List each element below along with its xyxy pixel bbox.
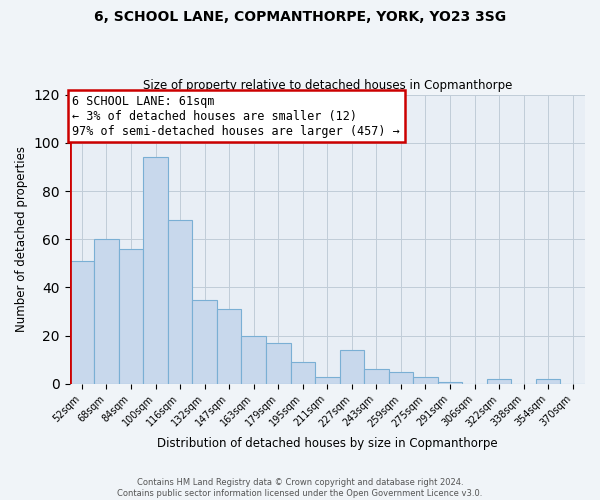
Bar xyxy=(389,372,413,384)
Bar xyxy=(340,350,364,384)
Bar xyxy=(266,343,290,384)
Bar xyxy=(193,300,217,384)
Bar xyxy=(143,158,168,384)
Bar xyxy=(241,336,266,384)
Bar xyxy=(364,370,389,384)
Bar xyxy=(487,379,511,384)
X-axis label: Distribution of detached houses by size in Copmanthorpe: Distribution of detached houses by size … xyxy=(157,437,497,450)
Text: Contains HM Land Registry data © Crown copyright and database right 2024.
Contai: Contains HM Land Registry data © Crown c… xyxy=(118,478,482,498)
Bar xyxy=(536,379,560,384)
Bar xyxy=(70,261,94,384)
Text: 6, SCHOOL LANE, COPMANTHORPE, YORK, YO23 3SG: 6, SCHOOL LANE, COPMANTHORPE, YORK, YO23… xyxy=(94,10,506,24)
Bar xyxy=(438,382,462,384)
Bar xyxy=(168,220,193,384)
Bar xyxy=(315,376,340,384)
Bar xyxy=(290,362,315,384)
Bar xyxy=(413,376,438,384)
Bar xyxy=(119,249,143,384)
Y-axis label: Number of detached properties: Number of detached properties xyxy=(15,146,28,332)
Text: 6 SCHOOL LANE: 61sqm
← 3% of detached houses are smaller (12)
97% of semi-detach: 6 SCHOOL LANE: 61sqm ← 3% of detached ho… xyxy=(72,94,400,138)
Bar xyxy=(94,239,119,384)
Bar xyxy=(217,309,241,384)
Title: Size of property relative to detached houses in Copmanthorpe: Size of property relative to detached ho… xyxy=(143,79,512,92)
